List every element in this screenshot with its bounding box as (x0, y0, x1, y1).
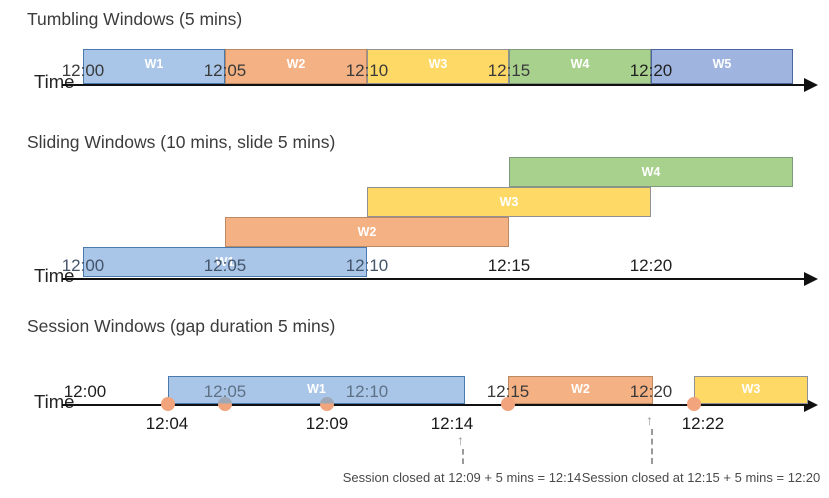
session-event-time-1204: 12:04 (145, 414, 189, 433)
tumbling-window-w5: W5 (651, 49, 793, 84)
annotation-dashed-line (462, 449, 464, 464)
window-label: W1 (307, 382, 326, 396)
session-event-time-1222: 12:22 (681, 414, 725, 433)
event-dot (501, 397, 515, 411)
session-window-w3: W3 (694, 376, 808, 404)
tumbling-tick-1200: 12:00 (61, 61, 105, 80)
sliding-section-title: Sliding Windows (10 mins, slide 5 mins) (27, 132, 336, 152)
window-label: W1 (215, 255, 235, 269)
tumbling-axis-arrowhead-icon (804, 78, 818, 92)
event-dot (320, 397, 334, 411)
annotation-dashed-line (651, 429, 653, 464)
sliding-tick-1210: 12:10 (345, 256, 389, 275)
tumbling-window-w4: W4 (509, 49, 651, 84)
tumbling-tick-1210: 12:10 (345, 61, 389, 80)
window-label: W3 (428, 57, 448, 71)
sliding-window-w3: W3 (367, 187, 651, 217)
window-label: W2 (357, 225, 377, 239)
tumbling-window-w2: W2 (225, 49, 367, 84)
window-label: W1 (144, 57, 164, 71)
session-tick-1215: 12:15 (486, 382, 530, 401)
window-label: W3 (499, 195, 519, 209)
sliding-time-axis (62, 278, 806, 280)
window-label: W3 (741, 382, 761, 396)
tumbling-tick-1220: 12:20 (629, 61, 673, 80)
sliding-tick-1215: 12:15 (487, 256, 531, 275)
event-dot (161, 397, 175, 411)
session-section-title: Session Windows (gap duration 5 mins) (27, 316, 336, 336)
session-window-w2: W2 (508, 376, 653, 404)
session-closed-note-2: Session closed at 12:15 + 5 mins = 12:20 (581, 470, 821, 485)
session-tick-1205: 12:05 (203, 382, 247, 401)
window-label: W2 (571, 382, 590, 396)
annotation-up-arrow-icon: ↑ (457, 432, 464, 448)
tumbling-window-w3: W3 (367, 49, 509, 84)
sliding-tick-1220: 12:20 (629, 256, 673, 275)
session-time-axis (62, 404, 806, 406)
sliding-time-axis-label: Time (34, 265, 75, 286)
session-tick-1200: 12:00 (63, 382, 107, 401)
tumbling-section-title: Tumbling Windows (5 mins) (27, 9, 243, 29)
sliding-window-w2: W2 (225, 217, 509, 247)
sliding-tick-1200: 12:00 (61, 256, 105, 275)
window-label: W5 (712, 57, 732, 71)
window-label: W4 (641, 165, 661, 179)
session-time-axis-label: Time (34, 391, 75, 412)
window-label: W4 (570, 57, 590, 71)
tumbling-tick-1215: 12:15 (487, 61, 531, 80)
sliding-axis-arrowhead-icon (804, 272, 818, 286)
tumbling-tick-1205: 12:05 (203, 61, 247, 80)
session-window-w1: W1 (168, 376, 465, 404)
tumbling-window-w1: W1 (83, 49, 225, 84)
session-event-time-1209: 12:09 (305, 414, 349, 433)
sliding-tick-1205: 12:05 (203, 256, 247, 275)
session-close-time-1214: 12:14 (430, 414, 474, 433)
annotation-up-arrow-icon: ↑ (646, 412, 653, 428)
window-label: W2 (286, 57, 306, 71)
tumbling-time-axis-label: Time (34, 71, 75, 92)
sliding-window-w4: W4 (509, 157, 793, 187)
session-closed-note-1: Session closed at 12:09 + 5 mins = 12:14 (342, 470, 582, 485)
tumbling-time-axis (62, 84, 806, 86)
event-dot (218, 397, 232, 411)
session-tick-1220: 12:20 (629, 382, 673, 401)
session-tick-1210: 12:10 (345, 382, 389, 401)
sliding-window-w1: W1 (83, 247, 367, 277)
event-dot (687, 397, 701, 411)
